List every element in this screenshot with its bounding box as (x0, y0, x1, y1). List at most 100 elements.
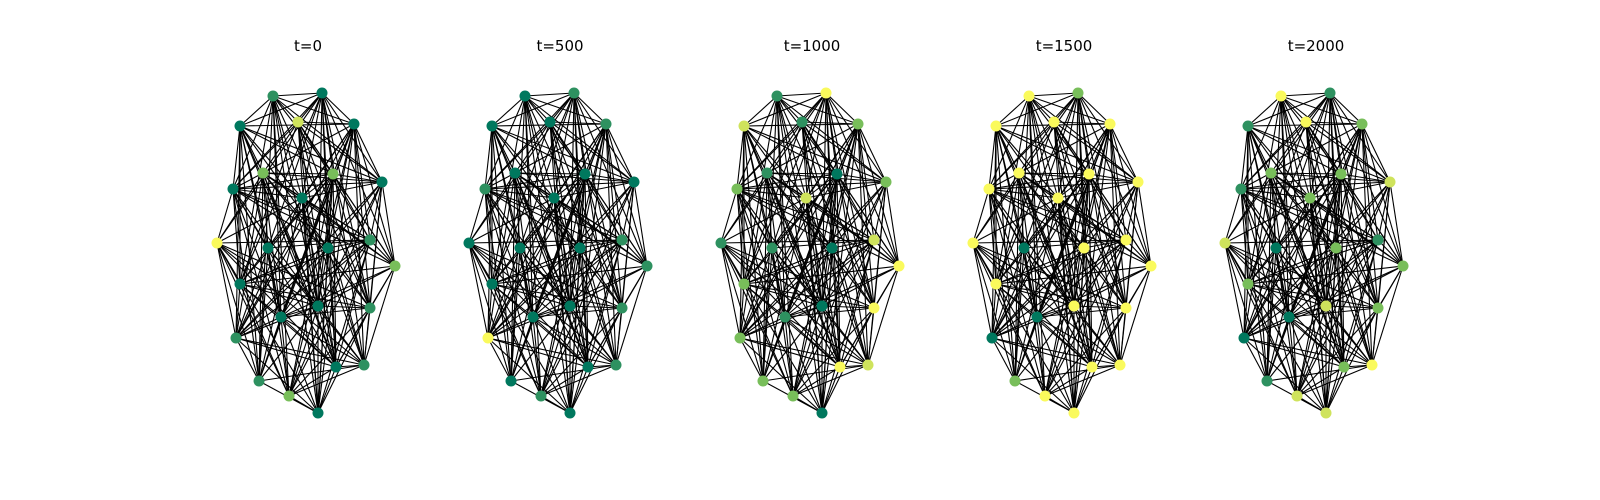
edge (484, 188, 542, 397)
edge (831, 247, 875, 309)
node (564, 407, 576, 419)
edge (491, 92, 575, 127)
edge (972, 197, 1059, 244)
edge (1014, 364, 1121, 382)
node (312, 407, 324, 419)
edge (491, 239, 623, 285)
edge (584, 173, 623, 241)
edge (532, 307, 623, 318)
node (296, 192, 308, 204)
edge (369, 181, 383, 241)
edge (381, 181, 396, 267)
edge (540, 181, 635, 397)
edge (1309, 197, 1379, 241)
edge (885, 181, 900, 267)
edge (216, 92, 323, 244)
edge (239, 95, 274, 127)
node-layer (211, 87, 401, 419)
edge (317, 239, 371, 414)
node (527, 311, 539, 323)
edge (1335, 247, 1373, 366)
edge (988, 188, 1059, 199)
node (1145, 260, 1157, 272)
edge (1028, 95, 1059, 199)
node (1261, 375, 1273, 387)
edge (1243, 197, 1311, 339)
edge (297, 121, 355, 125)
edge (821, 305, 875, 309)
edge (1325, 239, 1379, 307)
edge (1243, 283, 1249, 339)
node (486, 120, 498, 132)
edge (736, 188, 794, 397)
edge (272, 95, 355, 125)
node (582, 361, 594, 373)
edge (1247, 239, 1379, 285)
edge (239, 92, 323, 127)
node (641, 260, 653, 272)
edge (232, 121, 299, 190)
edge (988, 173, 1090, 190)
node (1338, 361, 1350, 373)
edge (532, 239, 623, 318)
edge (468, 188, 486, 244)
edge (821, 123, 859, 414)
edge (288, 364, 365, 397)
node (1039, 390, 1051, 402)
edge (1270, 123, 1363, 174)
edge (736, 181, 887, 190)
edge (239, 239, 371, 285)
edge (317, 265, 396, 307)
edge (991, 305, 1075, 339)
edge (532, 265, 648, 318)
edge (235, 181, 383, 339)
edge (1296, 366, 1345, 397)
edge (1275, 123, 1363, 249)
edge (991, 247, 1085, 339)
node (868, 302, 880, 314)
node (787, 390, 799, 402)
edge (317, 366, 337, 414)
edge (972, 92, 1079, 244)
edge (784, 316, 869, 366)
panel-title: t=0 (294, 37, 322, 55)
node (234, 120, 246, 132)
edge-layer (720, 92, 900, 414)
edge (468, 242, 489, 339)
panel-title: t=1500 (1036, 37, 1093, 55)
edge (1044, 307, 1127, 397)
edge (1240, 172, 1272, 190)
edge (514, 172, 586, 175)
edge (720, 242, 741, 339)
edge (821, 239, 875, 414)
edge (468, 239, 623, 244)
edge (1325, 247, 1337, 307)
node (1048, 116, 1060, 128)
edge (801, 121, 859, 125)
edge (272, 92, 323, 97)
edge (743, 125, 838, 175)
panel-4: t=1500 (967, 37, 1157, 419)
edge (579, 247, 617, 366)
edge (363, 307, 371, 366)
node (1078, 242, 1090, 254)
edge (1224, 197, 1311, 244)
edge (353, 123, 383, 183)
edge (1325, 305, 1379, 309)
edge (1275, 239, 1379, 249)
edge (839, 239, 875, 368)
edge (487, 181, 635, 339)
edge (1288, 247, 1337, 318)
edge (1125, 239, 1152, 267)
edge (272, 95, 383, 183)
edge (743, 239, 875, 285)
edge (353, 123, 371, 309)
edge (988, 188, 1038, 318)
node (1397, 260, 1409, 272)
edge (792, 181, 887, 397)
node (731, 183, 743, 195)
node (267, 90, 279, 102)
edge (1073, 123, 1111, 414)
edge (510, 197, 555, 382)
